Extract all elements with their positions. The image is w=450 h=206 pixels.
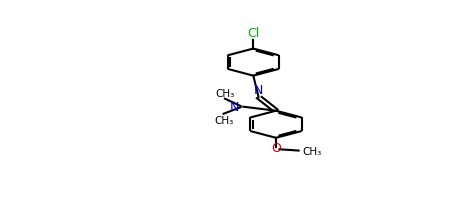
Text: N: N — [230, 101, 239, 114]
Text: O: O — [271, 141, 281, 154]
Text: CH₃: CH₃ — [302, 147, 321, 157]
Text: CH₃: CH₃ — [214, 115, 233, 125]
Text: CH₃: CH₃ — [216, 88, 234, 98]
Text: Cl: Cl — [247, 27, 259, 40]
Text: N: N — [254, 84, 263, 97]
